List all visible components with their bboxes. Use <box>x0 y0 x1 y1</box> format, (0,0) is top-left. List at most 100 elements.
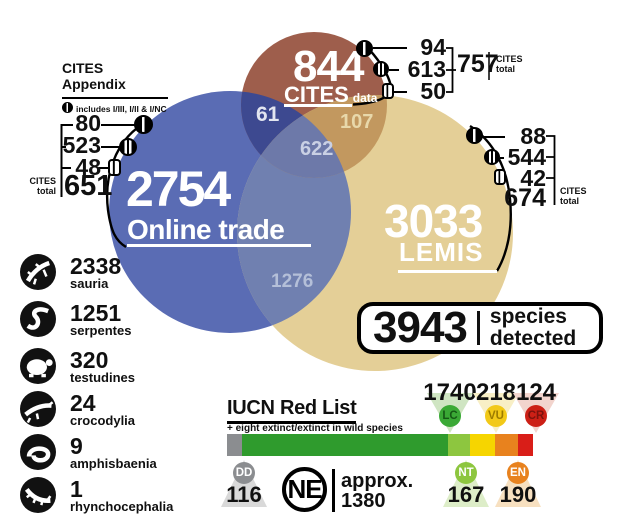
cites-appendix-3-count: 50 <box>420 78 446 104</box>
species-count: 2338 <box>70 253 122 279</box>
lemis-appendix-1-count: 88 <box>520 123 546 149</box>
cites-set-label-text: CITES <box>284 82 349 107</box>
cites-total-label-line2: total <box>496 63 515 74</box>
cites-set-label-small: data <box>352 91 378 105</box>
appendix-title-line2: Appendix <box>62 76 126 93</box>
summary-label-line1: species <box>489 305 567 329</box>
iucn-marker-nt: NT 167 <box>443 460 489 507</box>
appendix-legend-title: CITES Appendix <box>62 60 126 92</box>
cr-badge: CR <box>525 405 547 427</box>
cites-set-value: 844 <box>293 42 364 91</box>
appendix-3-icon <box>382 83 394 99</box>
tuatara-icon <box>20 477 56 513</box>
online-trade-set-label: Online trade <box>127 214 285 245</box>
appendix-note-text: includes I/III, I/II & I/NC <box>76 104 167 114</box>
species-count: 24 <box>70 390 96 416</box>
species-count: 1251 <box>70 300 122 326</box>
bar-segment-lc <box>242 434 448 456</box>
cites-total-label: CITES total <box>496 54 523 75</box>
iucn-marker-lc: 1740 LC <box>423 381 477 433</box>
crocodile-icon <box>20 391 56 427</box>
cr-count: 124 <box>515 379 557 406</box>
bar-segment-cr <box>518 434 533 456</box>
appendix-2-icon <box>373 61 389 77</box>
iucn-marker-vu: 218 VU <box>473 381 519 433</box>
lemis-total-label-line1: CITES <box>560 186 587 196</box>
species-detected-label: species detected <box>490 306 576 349</box>
appendix-legend-note: includes I/III, I/II & I/NC <box>62 102 167 114</box>
iucn-status-bar <box>227 434 533 456</box>
bar-segment-dd <box>227 434 242 456</box>
species-count: 9 <box>70 433 83 459</box>
dd-count: 116 <box>226 482 262 507</box>
snake-icon <box>20 301 56 337</box>
appendix-legend-rule <box>62 97 168 99</box>
iucn-marker-en: EN 190 <box>495 460 541 507</box>
lc-badge: LC <box>439 405 461 427</box>
species-count: 1 <box>70 476 83 502</box>
online-cites-total-label: CITES total <box>12 176 56 197</box>
nt-badge: NT <box>455 462 477 484</box>
lemis-appendix-2-count: 544 <box>507 144 546 170</box>
lemis-set-label: LEMIS <box>399 237 484 267</box>
turtle-icon <box>20 348 56 384</box>
lemis-total-label-line2: total <box>560 195 579 206</box>
species-detected-value: 3943 <box>373 303 468 352</box>
appendix-1-icon <box>134 115 153 134</box>
summary-label-line2: detected <box>489 327 577 350</box>
appendix-1-icon <box>62 102 73 113</box>
iucn-marker-cr: 124 CR <box>513 381 559 433</box>
summary-divider <box>476 311 480 345</box>
en-count: 190 <box>499 482 537 507</box>
online-appendix-1-count: 80 <box>75 110 101 136</box>
lemis-cites-total-value: 674 <box>504 184 546 212</box>
vu-badge: VU <box>485 405 507 427</box>
lemis-label-underline <box>398 270 497 273</box>
worm-lizard-icon <box>20 434 56 470</box>
lemis-set-value: 3033 <box>384 195 483 247</box>
vu-count: 218 <box>475 379 517 406</box>
lc-count: 1740 <box>423 379 477 406</box>
species-detected-box: 3943 species detected <box>357 302 603 354</box>
lizard-icon <box>20 254 56 290</box>
online-total-label-line1: CITES <box>29 176 56 186</box>
bar-segment-nt <box>448 434 470 456</box>
cites-set-label: CITES data <box>284 84 377 106</box>
online-cites-total-value: 651 <box>64 170 113 202</box>
species-count: 320 <box>70 347 109 373</box>
cites-total-value: 757 <box>457 50 499 78</box>
iucn-marker-dd: DD 116 <box>221 460 267 507</box>
cites-total-label-line1: CITES <box>496 54 523 64</box>
dd-badge: DD <box>233 462 255 484</box>
online-trade-label-underline <box>127 244 311 247</box>
appendix-2-icon <box>119 138 137 156</box>
iucn-title: IUCN Red List <box>227 398 357 424</box>
ne-badge: NE <box>282 467 327 512</box>
species-name: crocodylia <box>70 413 136 428</box>
species-name: rhynchocephalia <box>70 499 174 514</box>
appendix-3-icon <box>108 159 121 176</box>
ne-approx-value: 1380 <box>341 490 386 512</box>
appendix-1-icon <box>356 40 373 57</box>
appendix-2-icon <box>484 149 500 165</box>
appendix-1-icon <box>466 127 483 144</box>
bar-segment-en <box>495 434 518 456</box>
nt-count: 167 <box>447 482 485 507</box>
bar-segment-vu <box>470 434 495 456</box>
online-total-label-line2: total <box>37 185 56 196</box>
species-name: amphisbaenia <box>70 456 157 471</box>
cites-label-underline <box>284 104 352 107</box>
ne-divider <box>332 469 335 512</box>
cites-appendix-2-count: 613 <box>407 56 446 82</box>
en-badge: EN <box>507 462 529 484</box>
iucn-subtitle: + eight extinct/extinct in wild species <box>227 423 403 434</box>
venn-overlap-all-three <box>241 95 351 178</box>
species-name: testudines <box>70 370 136 385</box>
species-name: serpentes <box>70 323 132 338</box>
overlap-online-lemis-value: 1276 <box>271 271 314 292</box>
online-appendix-2-count: 523 <box>62 132 101 158</box>
ne-approx-label: approx. <box>341 470 414 492</box>
overlap-cites-lemis-value: 107 <box>340 111 374 133</box>
appendix-3-icon <box>494 169 506 185</box>
